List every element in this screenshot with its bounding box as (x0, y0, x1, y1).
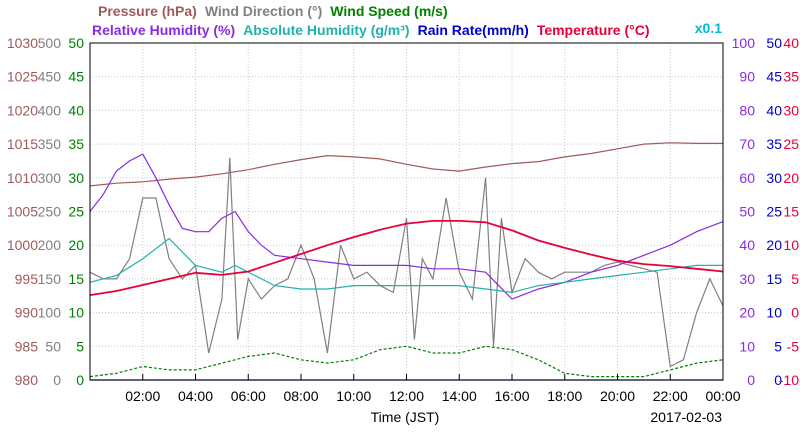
y-tick-label: 30 (766, 170, 782, 186)
y-tick-label: 1025 (7, 69, 38, 85)
x-tick-label: 04:00 (178, 388, 213, 404)
x-tick-label: 22:00 (653, 388, 688, 404)
x-tick-label: 02:00 (125, 388, 160, 404)
y-tick-label: 5 (774, 338, 782, 354)
y-tick-label: 1000 (7, 237, 38, 253)
series-line-pressure (89, 142, 723, 187)
y-tick-label: 500 (38, 35, 62, 51)
y-tick-label: 50 (766, 35, 782, 51)
legend-entry: Temperature (°C) (537, 22, 650, 38)
y-tick-label: 20 (783, 170, 799, 186)
x-axis-label: Time (JST) (371, 409, 440, 425)
x-tick-label: 08:00 (283, 388, 318, 404)
y-tick-label: 60 (739, 170, 755, 186)
series-line-wind-direction (89, 157, 724, 368)
y-tick-label: 1030 (7, 35, 38, 51)
y-tick-label: 45 (766, 69, 782, 85)
y-tick-label: 0 (53, 372, 61, 388)
date-label: 2017-02-03 (650, 409, 722, 425)
y-tick-label: 20 (739, 305, 755, 321)
y-tick-label: 0 (774, 372, 782, 388)
legend-entry: Rain Rate(mm/h) (418, 22, 529, 38)
y-tick-label: 30 (783, 102, 799, 118)
y-tick-label: 995 (15, 271, 39, 287)
y-tick-label: 25 (783, 136, 799, 152)
y-tick-label: 20 (68, 237, 84, 253)
y-tick-label: 45 (68, 69, 84, 85)
legend-entry: Wind Direction (°) (205, 3, 322, 19)
y-tick-label: 80 (739, 102, 755, 118)
y-tick-label: 50 (68, 35, 84, 51)
y-tick-label: 0 (76, 372, 84, 388)
series-line-absolute-humidity-x0-1 (89, 237, 723, 294)
y-tick-label: 100 (38, 305, 62, 321)
y-tick-label: 90 (739, 69, 755, 85)
x-tick-label: 14:00 (442, 388, 477, 404)
y-tick-label: 30 (739, 271, 755, 287)
y-tick-label: 0 (791, 305, 799, 321)
x-ticks: 02:00 04:00 06:00 08:00 10:00 12:00 14:00 16:00… (125, 374, 741, 404)
x-tick-label: 10:00 (336, 388, 371, 404)
y-tick-label: 5 (791, 271, 799, 287)
y-tick-label: 35 (766, 136, 782, 152)
y-tick-label: 150 (38, 271, 62, 287)
y-tick-label: 400 (38, 102, 62, 118)
y-tick-label: 40 (68, 102, 84, 118)
y-tick-label: 1010 (7, 170, 38, 186)
y-tick-label: 25 (68, 204, 84, 220)
y-tick-label: 15 (783, 204, 799, 220)
x-tick-label: 20:00 (600, 388, 635, 404)
y-tick-label: 20 (766, 237, 782, 253)
y-tick-label: -10 (779, 372, 799, 388)
y-tick-label: 30 (68, 170, 84, 186)
y-tick-label: 350 (38, 136, 62, 152)
y-tick-label: 450 (38, 69, 62, 85)
y-tick-label: 1005 (7, 204, 38, 220)
y-tick-label: -5 (787, 338, 800, 354)
series-line-temperature (89, 219, 724, 296)
y-tick-label: 100 (732, 35, 756, 51)
y-tick-label: 40 (739, 237, 755, 253)
y-tick-label: 10 (68, 305, 84, 321)
y-tick-label: 10 (783, 237, 799, 253)
x-tick-label: 16:00 (494, 388, 529, 404)
scale-note: x0.1 (695, 20, 722, 36)
y-tick-label: 70 (739, 136, 755, 152)
y-tick-label: 1015 (7, 136, 38, 152)
y-tick-label: 35 (68, 136, 84, 152)
grid (90, 43, 723, 380)
y-tick-label: 990 (15, 305, 39, 321)
y-tick-label: 980 (15, 372, 39, 388)
y-tick-label: 50 (45, 338, 61, 354)
legend-entry: Absolute Humidity (g/m³) (243, 22, 409, 38)
legend: Pressure (hPa) Wind Direction (°) Wind Spe… (92, 3, 722, 38)
y-tick-label: 985 (15, 338, 39, 354)
y-tick-label: 250 (38, 204, 62, 220)
y-tick-label: 0 (747, 372, 755, 388)
x-tick-label: 00:00 (705, 388, 740, 404)
y-tick-label: 10 (766, 305, 782, 321)
y-tick-label: 1020 (7, 102, 38, 118)
legend-entry: Pressure (hPa) (98, 3, 197, 19)
y-tick-label: 10 (739, 338, 755, 354)
y-tick-label: 15 (766, 271, 782, 287)
series-line-relative-humidity (89, 153, 724, 300)
y-tick-label: 40 (783, 35, 799, 51)
x-tick-label: 06:00 (231, 388, 266, 404)
y-tick-label: 50 (739, 204, 755, 220)
y-tick-label: 15 (68, 271, 84, 287)
y-tick-label: 200 (38, 237, 62, 253)
y-tick-label: 300 (38, 170, 62, 186)
x-tick-label: 18:00 (547, 388, 582, 404)
x-tick-label: 12:00 (389, 388, 424, 404)
legend-entry: Wind Speed (m/s) (330, 3, 447, 19)
legend-entry: Relative Humidity (%) (92, 22, 235, 38)
y-tick-label: 35 (783, 69, 799, 85)
y-tick-label: 25 (766, 204, 782, 220)
y-tick-label: 5 (76, 338, 84, 354)
axes: 9809859909951000100510101015102010251030… (7, 35, 799, 388)
y-tick-label: 40 (766, 102, 782, 118)
